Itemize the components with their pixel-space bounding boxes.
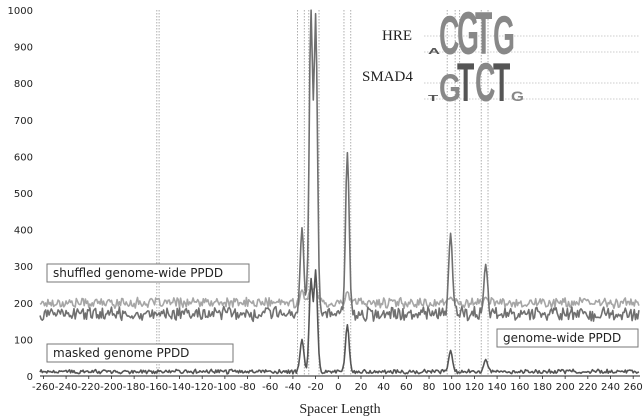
motif-letter: T — [475, 0, 492, 68]
x-tick-label: -180 — [123, 382, 146, 393]
x-tick-label: -60 — [262, 382, 278, 393]
y-tick-label: 100 — [14, 335, 33, 346]
motif-letter: G — [493, 5, 515, 67]
x-tick-label: 0 — [335, 382, 341, 393]
x-tick-label: 60 — [400, 382, 413, 393]
x-tick-label: -140 — [168, 382, 191, 393]
x-tick-label: 200 — [556, 382, 575, 393]
series-lines — [39, 9, 640, 375]
masked-series-label-box — [46, 343, 234, 363]
genome-series-label: genome-wide PPDD — [503, 331, 621, 345]
x-tick-label: 20 — [355, 382, 368, 393]
y-tick-label: 300 — [14, 262, 33, 273]
x-tick-label: 220 — [578, 382, 597, 393]
x-tick-label: 100 — [442, 382, 461, 393]
x-tick-label: -40 — [285, 382, 301, 393]
y-tick-label: 900 — [14, 43, 33, 54]
motif-letter: G — [457, 0, 479, 68]
x-tick-label: 240 — [601, 382, 620, 393]
x-tick-label: -260 — [32, 382, 55, 393]
motif-letter: A — [428, 46, 441, 55]
motif-letter: T — [493, 52, 510, 114]
y-tick-label: 0 — [27, 372, 33, 383]
series-line — [39, 283, 640, 310]
motif-letter: T — [457, 52, 474, 114]
motif-letter: C — [439, 5, 459, 67]
x-tick-label: 140 — [488, 382, 507, 393]
x-tick-label: -120 — [191, 382, 214, 393]
y-tick-label: 1000 — [8, 6, 33, 17]
x-tick-label: 80 — [423, 382, 436, 393]
series-line — [39, 269, 640, 375]
x-tick-label: 260 — [624, 382, 643, 393]
x-tick-label: -100 — [214, 382, 237, 393]
genome-series-label-box — [496, 328, 639, 348]
x-tick-label: -240 — [55, 382, 78, 393]
x-tick-label: 160 — [510, 382, 529, 393]
shuffled-series-label: shuffled genome-wide PPDD — [53, 266, 223, 280]
motif-label: HRE — [382, 28, 412, 44]
x-tick-label: -200 — [100, 382, 123, 393]
y-tick-label: 700 — [14, 116, 33, 127]
motif-letter: C — [475, 52, 495, 114]
x-tick-label: -160 — [145, 382, 168, 393]
y-tick-label: 800 — [14, 79, 33, 90]
motif-letter: T — [428, 93, 438, 102]
y-tick-label: 400 — [14, 226, 33, 237]
y-tick-label: 500 — [14, 189, 33, 200]
motif-letter: G — [439, 67, 461, 110]
masked-series-label: masked genome PPDD — [53, 346, 189, 360]
x-tick-label: -20 — [307, 382, 323, 393]
x-tick-label: -80 — [239, 382, 255, 393]
x-axis-title: Spacer Length — [299, 402, 380, 417]
y-tick-label: 600 — [14, 152, 33, 163]
motif-letter: G — [511, 89, 524, 104]
y-tick-label: 200 — [14, 299, 33, 310]
x-tick-label: 120 — [465, 382, 484, 393]
x-tick-label: -220 — [77, 382, 100, 393]
annotations: shuffled genome-wide PPDD masked genome P… — [46, 263, 639, 363]
motif-label: SMAD4 — [362, 69, 413, 85]
shuffled-series-label-box — [46, 263, 250, 283]
x-tick-label: 40 — [377, 382, 390, 393]
series-line — [39, 9, 640, 323]
x-tick-label: 180 — [533, 382, 552, 393]
